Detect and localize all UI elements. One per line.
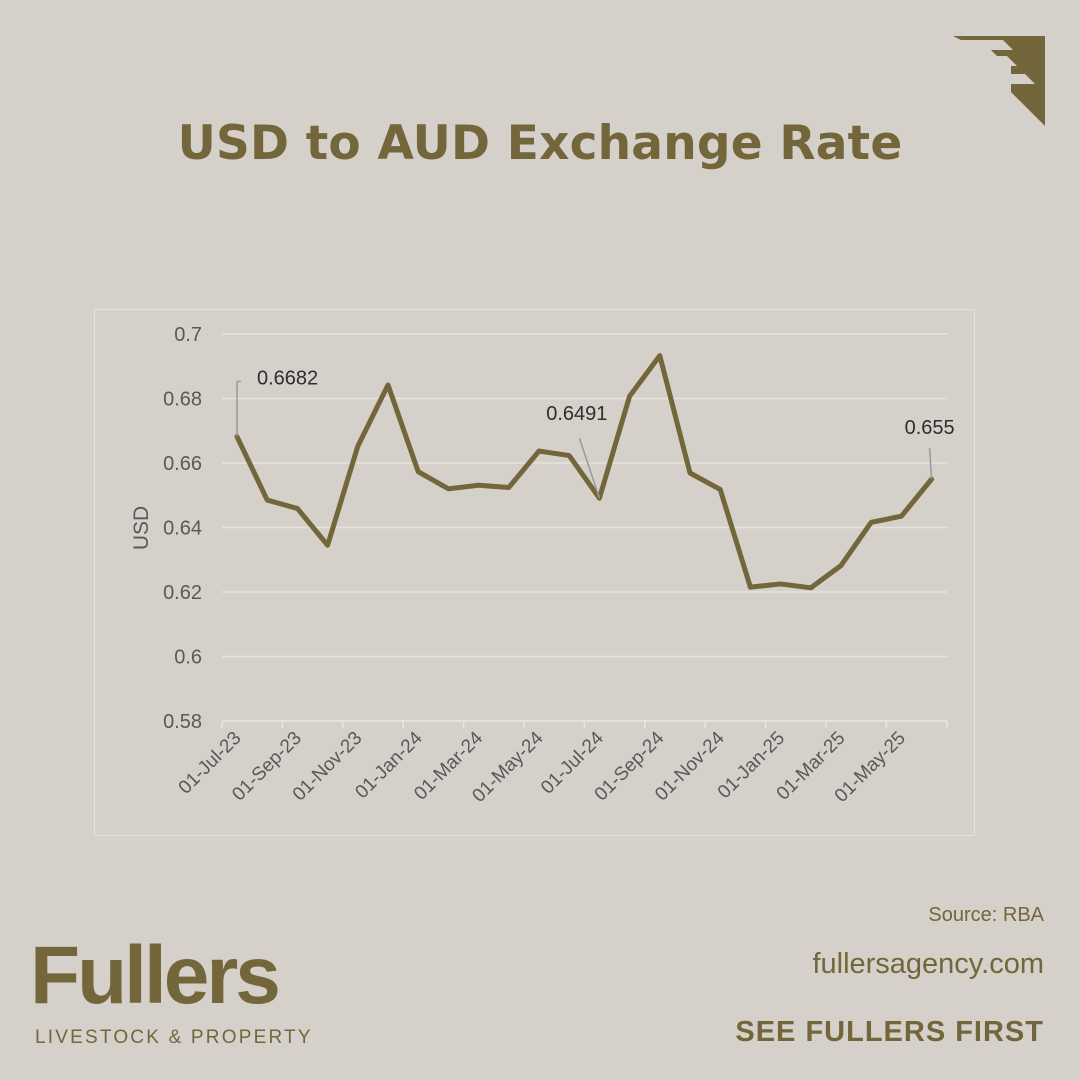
brand-logo-wordmark: Fullers <box>30 930 281 1021</box>
series-line <box>234 353 935 591</box>
data-label: 0.6682 <box>257 368 318 390</box>
y-tick-label: 0.6 <box>174 647 202 669</box>
annotation-leader <box>928 448 933 480</box>
y-axis-title: USD <box>130 506 153 550</box>
y-tick-label: 0.66 <box>163 453 202 475</box>
chart-area <box>94 309 975 836</box>
data-label: 0.655 <box>905 417 955 439</box>
fullers-f-mark-icon <box>953 36 1045 126</box>
data-label: 0.6491 <box>546 403 607 425</box>
y-tick-label: 0.62 <box>163 582 202 604</box>
y-tick-label: 0.7 <box>174 324 202 346</box>
chart-title: USD to AUD Exchange Rate <box>177 116 903 171</box>
y-tick-label: 0.58 <box>163 711 202 733</box>
brand-tagline: LIVESTOCK & PROPERTY <box>35 1027 313 1048</box>
source-note: Source: RBA <box>928 904 1044 926</box>
slogan: SEE FULLERS FIRST <box>735 1016 1044 1048</box>
annotation-leader <box>578 437 601 499</box>
website-link[interactable]: fullersagency.com <box>812 948 1044 980</box>
y-tick-label: 0.68 <box>163 389 202 411</box>
y-tick-label: 0.64 <box>163 518 202 540</box>
annotation-leader <box>236 380 241 437</box>
